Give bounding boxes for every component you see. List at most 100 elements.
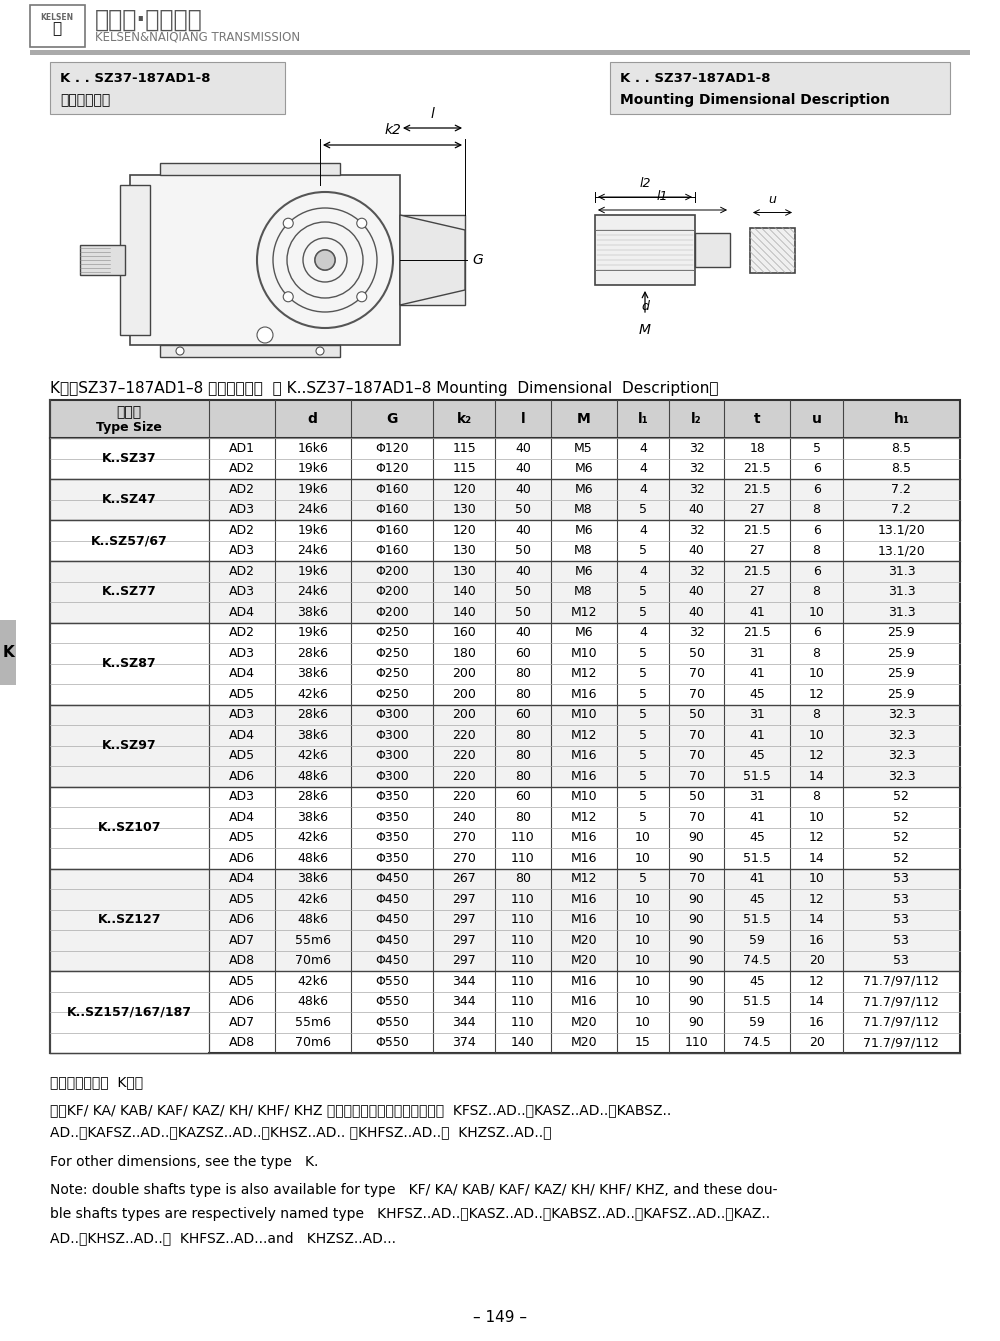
Text: 24k6: 24k6 — [297, 503, 328, 516]
Bar — [50, 499, 960, 520]
Text: M8: M8 — [574, 503, 593, 516]
Text: 90: 90 — [689, 831, 705, 845]
Text: Φ250: Φ250 — [375, 626, 409, 640]
Text: 90: 90 — [689, 913, 705, 927]
Text: 48k6: 48k6 — [297, 770, 328, 783]
Text: 200: 200 — [452, 708, 476, 721]
Text: 5: 5 — [639, 606, 647, 618]
Bar — [610, 62, 950, 114]
Text: 40: 40 — [515, 441, 531, 455]
Text: 42k6: 42k6 — [297, 975, 328, 988]
Bar — [50, 725, 960, 746]
Text: M12: M12 — [570, 872, 597, 885]
Text: M6: M6 — [574, 463, 593, 475]
Bar — [50, 622, 209, 704]
Text: 5: 5 — [639, 790, 647, 803]
Text: M6: M6 — [574, 626, 593, 640]
Bar — [50, 439, 960, 459]
Text: K . . SZ37-187AD1-8: K . . SZ37-187AD1-8 — [620, 71, 770, 84]
Text: M12: M12 — [570, 811, 597, 823]
Text: 32: 32 — [689, 463, 705, 475]
Bar — [50, 889, 960, 909]
Bar — [750, 228, 795, 272]
Text: AD6: AD6 — [229, 852, 255, 865]
Text: 40: 40 — [515, 524, 531, 536]
Text: d: d — [308, 412, 318, 426]
Text: 110: 110 — [511, 913, 535, 927]
Text: 51.5: 51.5 — [743, 913, 771, 927]
Text: 60: 60 — [515, 708, 531, 721]
Text: 12: 12 — [809, 975, 824, 988]
Polygon shape — [400, 215, 465, 304]
Text: AD4: AD4 — [229, 811, 255, 823]
Text: 60: 60 — [515, 646, 531, 660]
Text: 45: 45 — [749, 893, 765, 905]
Text: 180: 180 — [452, 646, 476, 660]
Text: 110: 110 — [511, 831, 535, 845]
Text: 74.5: 74.5 — [743, 1037, 771, 1049]
Text: AD5: AD5 — [229, 975, 255, 988]
Text: 71.7/97/112: 71.7/97/112 — [863, 995, 939, 1008]
Text: 40: 40 — [689, 503, 705, 516]
Text: 71.7/97/112: 71.7/97/112 — [863, 975, 939, 988]
Text: ble shafts types are respectively named type   KHFSZ..AD..、KASZ..AD..、KABSZ..AD.: ble shafts types are respectively named … — [50, 1207, 770, 1222]
Text: AD6: AD6 — [229, 770, 255, 783]
Text: 6: 6 — [813, 463, 821, 475]
Text: M20: M20 — [570, 955, 597, 967]
Text: k2: k2 — [384, 123, 401, 137]
Text: Φ450: Φ450 — [375, 913, 409, 927]
Text: 32.3: 32.3 — [888, 770, 915, 783]
Text: 267: 267 — [452, 872, 476, 885]
Text: Φ200: Φ200 — [375, 565, 409, 578]
Text: 110: 110 — [511, 1015, 535, 1029]
Text: M8: M8 — [574, 585, 593, 598]
Text: K: K — [2, 645, 14, 660]
Text: 80: 80 — [515, 872, 531, 885]
Text: K..SZ157/167/187: K..SZ157/167/187 — [67, 1006, 192, 1019]
Text: 45: 45 — [749, 831, 765, 845]
Text: 16k6: 16k6 — [297, 441, 328, 455]
Text: 70: 70 — [689, 668, 705, 680]
Text: M16: M16 — [570, 688, 597, 701]
Text: 130: 130 — [452, 503, 476, 516]
Text: AD2: AD2 — [229, 483, 255, 496]
Bar — [50, 561, 209, 622]
Text: Φ350: Φ350 — [375, 852, 409, 865]
Text: 51.5: 51.5 — [743, 852, 771, 865]
Text: 53: 53 — [893, 913, 909, 927]
Text: 70: 70 — [689, 688, 705, 701]
Text: 14: 14 — [809, 852, 824, 865]
Text: 10: 10 — [635, 852, 651, 865]
Bar — [50, 520, 209, 561]
Text: Φ300: Φ300 — [375, 770, 409, 783]
Bar — [50, 479, 960, 499]
Text: 80: 80 — [515, 728, 531, 742]
Text: Φ120: Φ120 — [375, 441, 409, 455]
Text: 5: 5 — [639, 585, 647, 598]
Text: 18: 18 — [749, 441, 765, 455]
Text: AD7: AD7 — [229, 1015, 255, 1029]
Text: 6: 6 — [813, 565, 821, 578]
Text: M8: M8 — [574, 544, 593, 558]
Text: 220: 220 — [452, 750, 476, 762]
Text: 50: 50 — [689, 708, 705, 721]
Text: l2: l2 — [639, 177, 651, 190]
Text: 42k6: 42k6 — [297, 893, 328, 905]
Text: KELSEN: KELSEN — [40, 12, 74, 21]
Text: 25.9: 25.9 — [888, 668, 915, 680]
Text: 4: 4 — [639, 463, 647, 475]
Text: Φ120: Φ120 — [375, 463, 409, 475]
Text: 40: 40 — [515, 626, 531, 640]
Text: 14: 14 — [809, 770, 824, 783]
Text: AD..、KAFSZ..AD..、KAZSZ..AD..、KHSZ..AD.. 、KHFSZ..AD..和  KHZSZ..AD..。: AD..、KAFSZ..AD..、KAZSZ..AD..、KHSZ..AD.. … — [50, 1125, 552, 1139]
Text: M10: M10 — [570, 790, 597, 803]
Text: 5: 5 — [639, 811, 647, 823]
Text: 15: 15 — [635, 1037, 651, 1049]
Text: M: M — [577, 412, 590, 426]
Text: 53: 53 — [893, 933, 909, 947]
Text: 90: 90 — [689, 893, 705, 905]
Text: 120: 120 — [452, 483, 476, 496]
Text: 270: 270 — [452, 831, 476, 845]
Text: 110: 110 — [685, 1037, 709, 1049]
Text: AD4: AD4 — [229, 872, 255, 885]
